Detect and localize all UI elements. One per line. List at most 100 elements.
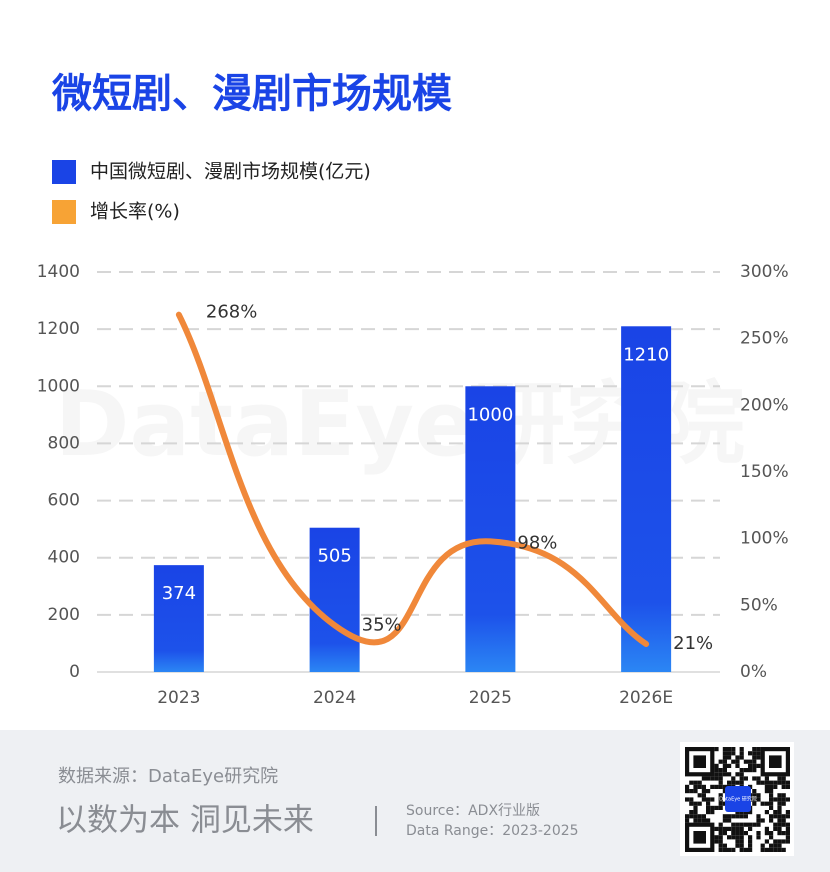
qr-cell <box>748 759 753 764</box>
y-tick-label: 0 <box>69 662 80 682</box>
qr-cell <box>697 793 702 798</box>
qr-cell <box>752 797 757 802</box>
qr-cell <box>722 763 727 768</box>
qr-cell <box>718 843 723 848</box>
qr-cell <box>752 751 757 756</box>
qr-cell <box>685 814 690 819</box>
x-tick-label: 2025 <box>469 688 512 708</box>
qr-cell <box>777 793 782 798</box>
qr-cell <box>769 835 774 840</box>
qr-cell <box>701 784 706 789</box>
qr-cell <box>773 814 778 819</box>
y2-tick-label: 250% <box>740 329 789 349</box>
qr-cell <box>760 780 765 785</box>
qr-cell <box>777 776 782 781</box>
qr-cell <box>752 793 757 798</box>
y2-tick-label: 50% <box>740 595 778 615</box>
qr-cell <box>718 793 723 798</box>
qr-cell <box>769 784 774 789</box>
qr-cell <box>689 801 694 806</box>
qr-cell <box>777 843 782 848</box>
qr-cell <box>769 814 774 819</box>
qr-cell <box>727 755 732 760</box>
qr-cell <box>710 776 715 781</box>
qr-cell <box>706 805 711 810</box>
qr-cell <box>743 831 748 836</box>
qr-cell <box>731 822 736 827</box>
y2-tick-label: 200% <box>740 395 789 415</box>
qr-cell <box>764 810 769 815</box>
qr-cell <box>718 835 723 840</box>
qr-cell <box>722 747 727 752</box>
qr-cell <box>773 780 778 785</box>
qr-cell <box>764 847 769 852</box>
bar <box>153 565 204 672</box>
qr-cell <box>739 776 744 781</box>
qr-cell <box>752 768 757 773</box>
qr-cell <box>735 835 740 840</box>
bar-value-label: 1000 <box>467 404 513 425</box>
qr-cell <box>785 822 790 827</box>
bar <box>465 386 516 672</box>
qr-cell <box>727 826 732 831</box>
qr-cell <box>731 751 736 756</box>
qr-cell <box>752 776 757 781</box>
qr-cell <box>781 776 786 781</box>
qr-cell <box>722 831 727 836</box>
qr-cell <box>781 839 786 844</box>
qr-cell <box>731 831 736 836</box>
qr-cell <box>718 784 723 789</box>
qr-cell <box>706 810 711 815</box>
legend-swatch <box>52 160 76 184</box>
qr-cell <box>714 772 719 777</box>
qr-cell <box>693 784 698 789</box>
qr-cell <box>756 751 761 756</box>
qr-cell <box>777 814 782 819</box>
qr-cell <box>756 763 761 768</box>
qr-cell <box>769 805 774 810</box>
qr-cell <box>722 755 727 760</box>
qr-cell <box>735 843 740 848</box>
line-value-label: 98% <box>517 532 557 553</box>
qr-cell <box>722 814 727 819</box>
plot: 中国微短剧、漫剧市场规模(亿元) 增长率(%) 0 200 400 600 800 1000 1… <box>37 160 789 708</box>
qr-cell <box>769 793 774 798</box>
qr-cell <box>731 759 736 764</box>
y-tick-label: 400 <box>48 548 80 568</box>
qr-cell <box>743 810 748 815</box>
qr-cell <box>781 793 786 798</box>
qr-cell <box>769 831 774 836</box>
qr-cell <box>769 797 774 802</box>
qr-cell <box>693 789 698 794</box>
qr-cell <box>756 835 761 840</box>
qr-cell <box>727 751 732 756</box>
qr-cell <box>773 826 778 831</box>
qr-cell <box>760 847 765 852</box>
qr-cell <box>701 814 706 819</box>
qr-cell <box>718 772 723 777</box>
qr-finder <box>769 755 782 768</box>
qr-cell <box>718 780 723 785</box>
qr-cell <box>722 759 727 764</box>
qr-cell <box>722 772 727 777</box>
qr-cell <box>693 780 698 785</box>
qr-cell <box>714 826 719 831</box>
y2-tick-label: 100% <box>740 529 789 549</box>
qr-cell <box>697 784 702 789</box>
qr-cell <box>697 780 702 785</box>
qr-cell <box>739 814 744 819</box>
bar <box>309 527 360 672</box>
qr-cell <box>760 843 765 848</box>
qr-cell <box>706 801 711 806</box>
qr-cell <box>735 755 740 760</box>
line-value-label: 21% <box>673 633 713 654</box>
qr-cell <box>769 780 774 785</box>
qr-cell <box>735 822 740 827</box>
footer-data-range: Data Range：2023-2025 <box>406 823 579 839</box>
y2-tick-label: 150% <box>740 462 789 482</box>
qr-code <box>680 742 794 856</box>
qr-cell <box>756 814 761 819</box>
qr-cell <box>752 822 757 827</box>
